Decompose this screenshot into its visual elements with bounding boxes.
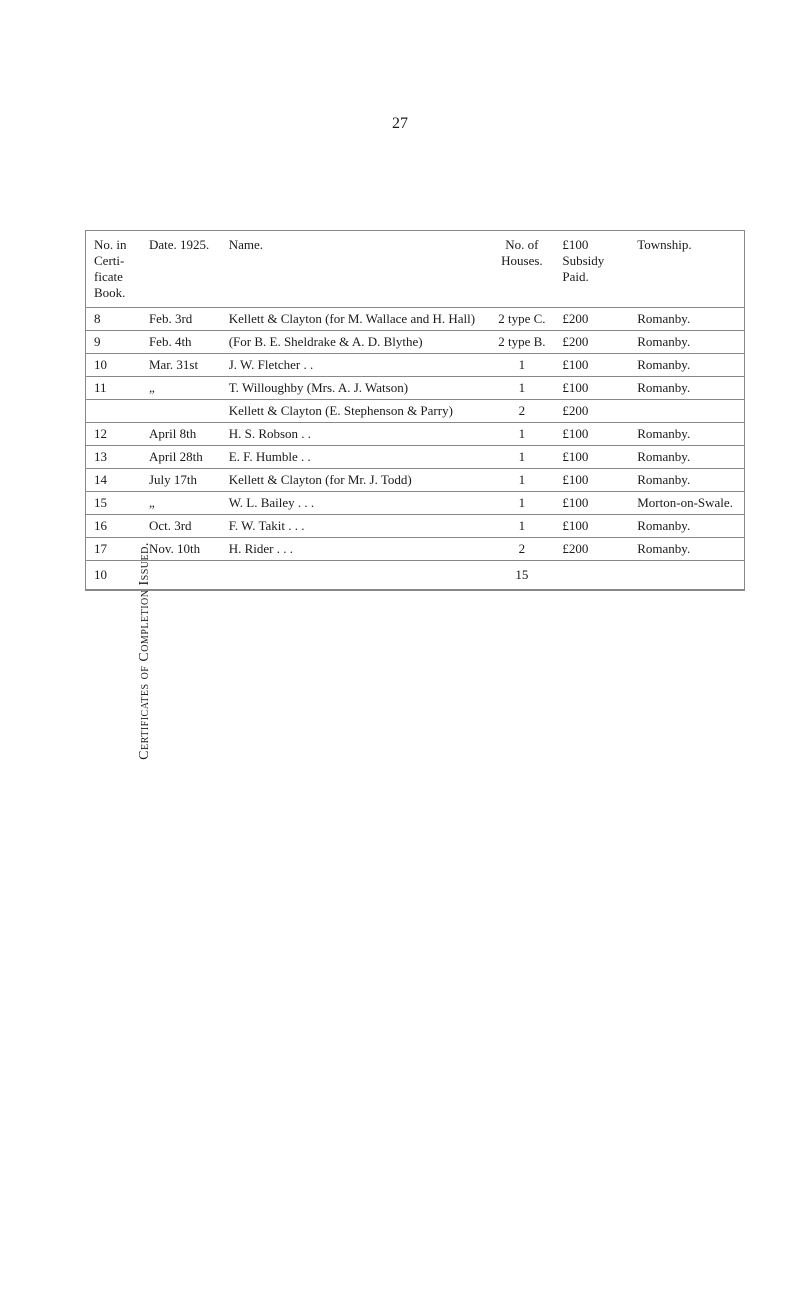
cell-name: E. F. Humble . . [221, 446, 490, 469]
table-row: 15 „ W. L. Bailey . . . 1 £100 Morton-on… [86, 492, 744, 515]
cell-date: „ [141, 492, 221, 515]
cell-name: W. L. Bailey . . . [221, 492, 490, 515]
cell-name: Kellett & Clayton (for M. Wallace and H.… [221, 308, 490, 331]
cell-name: J. W. Fletcher . . [221, 354, 490, 377]
cell-township: Romanby. [629, 331, 744, 354]
cell-name: Kellett & Clayton (for Mr. J. Todd) [221, 469, 490, 492]
cell-num: 10 [86, 354, 141, 377]
header-subsidy: £100 Subsidy Paid. [554, 231, 629, 308]
cell-township: Morton-on-Swale. [629, 492, 744, 515]
table-row: 9 Feb. 4th (For B. E. Sheldrake & A. D. … [86, 331, 744, 354]
cell-subsidy: £100 [554, 492, 629, 515]
cell-num: 15 [86, 492, 141, 515]
total-blank [141, 561, 221, 590]
cell-subsidy: £100 [554, 469, 629, 492]
cell-subsidy: £200 [554, 308, 629, 331]
cell-subsidy: £100 [554, 354, 629, 377]
cell-date: Feb. 3rd [141, 308, 221, 331]
cell-date: „ [141, 377, 221, 400]
cell-houses: 1 [489, 469, 554, 492]
total-num: 10 [86, 561, 141, 590]
cell-houses: 2 [489, 400, 554, 423]
cell-num: 17 [86, 538, 141, 561]
table-row: 12 April 8th H. S. Robson . . 1 £100 Rom… [86, 423, 744, 446]
cell-houses: 1 [489, 515, 554, 538]
table-row: 13 April 28th E. F. Humble . . 1 £100 Ro… [86, 446, 744, 469]
cell-num: 11 [86, 377, 141, 400]
cell-name: F. W. Takit . . . [221, 515, 490, 538]
cell-township [629, 400, 744, 423]
cell-houses: 1 [489, 423, 554, 446]
cell-subsidy: £200 [554, 400, 629, 423]
cell-subsidy: £200 [554, 331, 629, 354]
header-num: No. in Certi-ficate Book. [86, 231, 141, 308]
cell-num: 16 [86, 515, 141, 538]
cell-township: Romanby. [629, 308, 744, 331]
cell-date: April 8th [141, 423, 221, 446]
cell-houses: 1 [489, 446, 554, 469]
cell-date: Mar. 31st [141, 354, 221, 377]
total-blank [554, 561, 629, 590]
cell-township: Romanby. [629, 354, 744, 377]
cell-subsidy: £100 [554, 515, 629, 538]
total-row: 10 15 [86, 561, 744, 590]
cell-township: Romanby. [629, 515, 744, 538]
table-row: 14 July 17th Kellett & Clayton (for Mr. … [86, 469, 744, 492]
cell-num: 12 [86, 423, 141, 446]
cell-num: 8 [86, 308, 141, 331]
table-row: 16 Oct. 3rd F. W. Takit . . . 1 £100 Rom… [86, 515, 744, 538]
cell-date: Nov. 10th [141, 538, 221, 561]
cell-township: Romanby. [629, 423, 744, 446]
cell-num: 13 [86, 446, 141, 469]
cell-date [141, 400, 221, 423]
table-row: 11 „ T. Willoughby (Mrs. A. J. Watson) 1… [86, 377, 744, 400]
cell-date: April 28th [141, 446, 221, 469]
cell-houses: 2 type C. [489, 308, 554, 331]
cell-subsidy: £100 [554, 423, 629, 446]
cell-subsidy: £100 [554, 377, 629, 400]
table-row: 8 Feb. 3rd Kellett & Clayton (for M. Wal… [86, 308, 744, 331]
total-blank [221, 561, 490, 590]
cell-name: Kellett & Clayton (E. Stephenson & Parry… [221, 400, 490, 423]
certificates-table: No. in Certi-ficate Book. Date. 1925. Na… [85, 230, 745, 591]
header-township: Township. [629, 231, 744, 308]
cell-houses: 2 [489, 538, 554, 561]
cell-name: H. Rider . . . [221, 538, 490, 561]
total-blank [629, 561, 744, 590]
cell-date: Oct. 3rd [141, 515, 221, 538]
cell-num: 14 [86, 469, 141, 492]
table-row: 17 Nov. 10th H. Rider . . . 2 £200 Roman… [86, 538, 744, 561]
table-row: Kellett & Clayton (E. Stephenson & Parry… [86, 400, 744, 423]
cell-num [86, 400, 141, 423]
cell-township: Romanby. [629, 469, 744, 492]
cell-date: July 17th [141, 469, 221, 492]
cell-houses: 1 [489, 377, 554, 400]
cell-houses: 1 [489, 492, 554, 515]
table-row: 10 Mar. 31st J. W. Fletcher . . 1 £100 R… [86, 354, 744, 377]
cell-num: 9 [86, 331, 141, 354]
header-houses: No. of Houses. [489, 231, 554, 308]
total-houses: 15 [489, 561, 554, 590]
cell-name: H. S. Robson . . [221, 423, 490, 446]
cell-name: T. Willoughby (Mrs. A. J. Watson) [221, 377, 490, 400]
cell-houses: 1 [489, 354, 554, 377]
cell-township: Romanby. [629, 377, 744, 400]
page-number: 27 [392, 115, 408, 133]
cell-township: Romanby. [629, 538, 744, 561]
cell-date: Feb. 4th [141, 331, 221, 354]
cell-houses: 2 type B. [489, 331, 554, 354]
header-name: Name. [221, 231, 490, 308]
cell-township: Romanby. [629, 446, 744, 469]
cell-subsidy: £200 [554, 538, 629, 561]
cell-name: (For B. E. Sheldrake & A. D. Blythe) [221, 331, 490, 354]
cell-subsidy: £100 [554, 446, 629, 469]
header-date: Date. 1925. [141, 231, 221, 308]
